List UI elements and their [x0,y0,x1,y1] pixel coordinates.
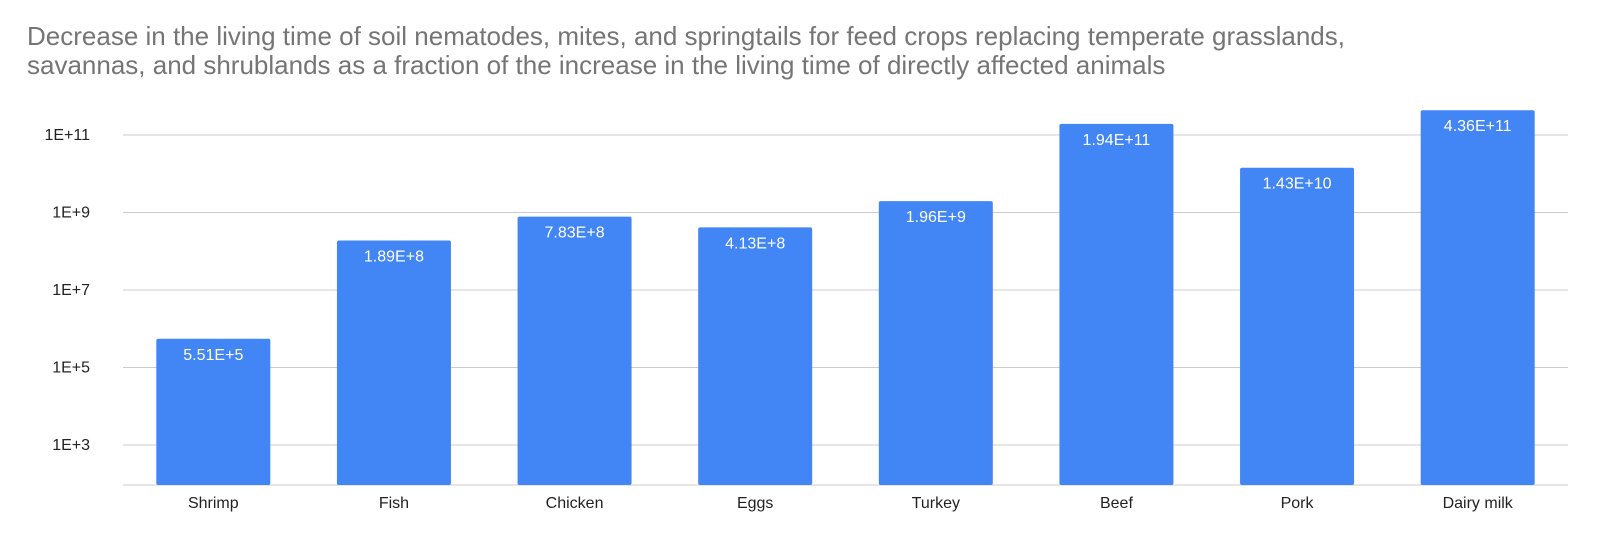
x-axis: Shrimp Fish Chicken Eggs Turkey Beef Pork Dairy… [188,495,1514,512]
bar [156,338,271,485]
y-tick-label: 1E+3 [52,437,90,454]
y-tick-label: 1E+5 [52,360,90,377]
data-label: 1.89E+8 [364,249,424,266]
y-axis: 1E+3 1E+5 1E+7 1E+9 1E+11 [44,127,90,454]
bar [1240,167,1355,486]
bar [878,201,993,485]
data-label: 5.51E+5 [183,347,243,364]
data-label: 4.36E+11 [1444,118,1512,135]
y-tick-label: 1E+7 [52,282,90,299]
bar [698,227,813,485]
data-label: 1.43E+10 [1263,176,1332,193]
chart-title-line-2: savannas, and shrublands as a fraction o… [27,50,1166,80]
data-label: 1.94E+11 [1083,132,1151,149]
x-category-label: Shrimp [188,495,239,512]
bar [1059,123,1174,485]
x-category-label: Fish [379,495,409,512]
bar [336,240,451,485]
x-category-label: Beef [1100,495,1133,512]
x-category-label: Pork [1281,495,1315,512]
chart-title: Decrease in the living time of soil nema… [27,22,1587,80]
data-label: 7.83E+8 [545,225,605,242]
data-label: 1.96E+9 [906,209,966,226]
data-label: 4.13E+8 [725,235,785,252]
x-category-label: Dairy milk [1443,495,1514,512]
y-tick-label: 1E+9 [52,205,90,222]
x-category-label: Chicken [546,495,604,512]
y-tick-label: 1E+11 [44,127,90,144]
x-category-label: Turkey [912,495,960,512]
bar [1420,110,1535,485]
chart-title-line-1: Decrease in the living time of soil nema… [27,21,1345,51]
bar [517,216,632,485]
x-category-label: Eggs [737,495,773,512]
bars: 5.51E+5 1.89E+8 7.83E+8 4.13E+8 1.96E+9 1.94E… [156,110,1535,486]
